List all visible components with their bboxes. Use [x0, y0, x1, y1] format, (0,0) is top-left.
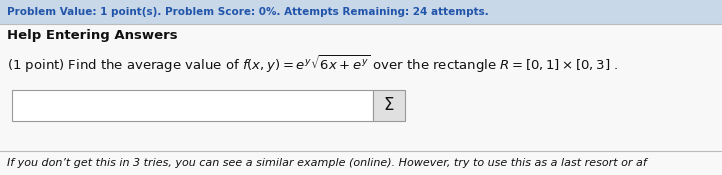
Text: If you don’t get this in 3 tries, you can see a similar example (online). Howeve: If you don’t get this in 3 tries, you ca… [7, 158, 647, 168]
Text: (1 point) Find the average value of $f(x,y) = e^y\sqrt{6x + e^y}$ over the recta: (1 point) Find the average value of $f(x… [7, 53, 619, 75]
FancyBboxPatch shape [12, 90, 373, 121]
Text: $\Sigma$: $\Sigma$ [383, 96, 394, 114]
Text: Help Entering Answers: Help Entering Answers [7, 29, 178, 41]
FancyBboxPatch shape [373, 90, 405, 121]
Text: Problem Value: 1 point(s). Problem Score: 0%. Attempts Remaining: 24 attempts.: Problem Value: 1 point(s). Problem Score… [7, 7, 489, 17]
FancyBboxPatch shape [0, 0, 722, 24]
